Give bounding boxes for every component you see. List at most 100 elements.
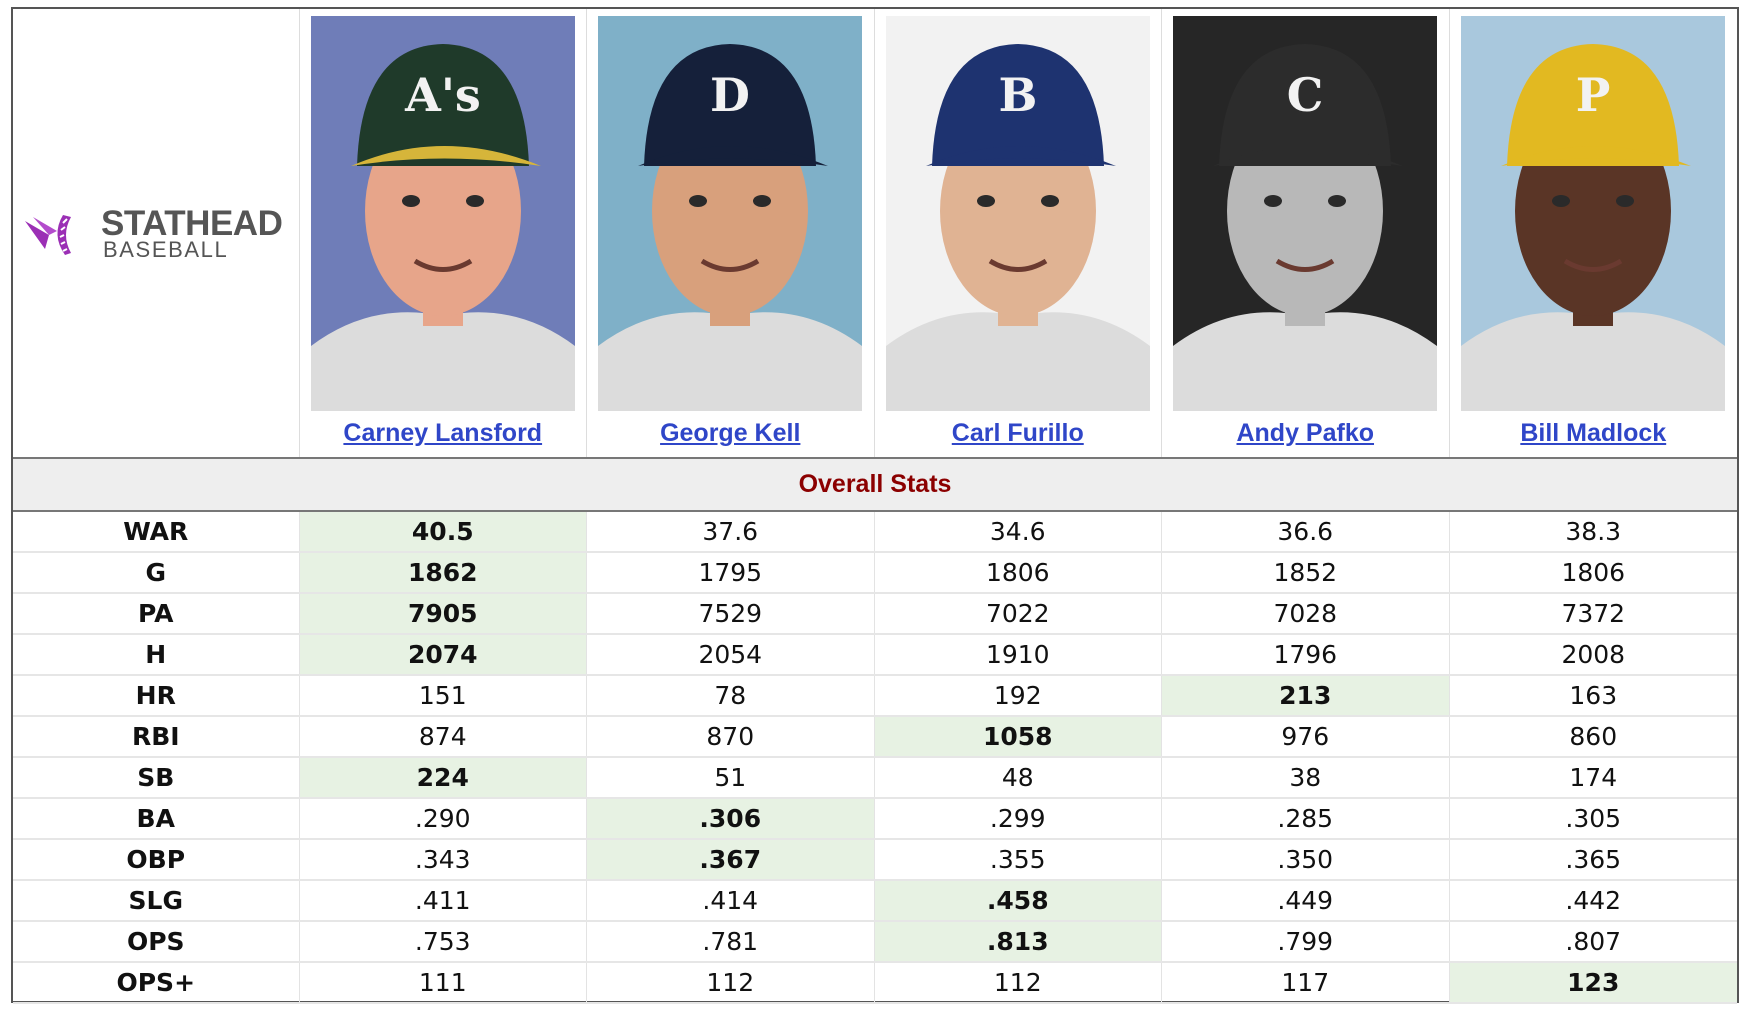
stat-value: 1796 <box>1162 635 1450 674</box>
svg-text:B: B <box>998 68 1037 122</box>
stat-value-best: .458 <box>874 881 1162 920</box>
stat-value: .355 <box>875 840 1162 879</box>
player-column-1: A's Carney Lansford <box>300 9 587 457</box>
player-name-link[interactable]: Carl Furillo <box>951 419 1084 447</box>
stat-label: H <box>13 635 300 674</box>
stat-row-ops: OPS .753.781.813.799 .807 <box>13 922 1737 963</box>
section-title: Overall Stats <box>13 457 1737 512</box>
stathead-logo[interactable]: STATHEAD BASEBALL <box>23 204 283 262</box>
stat-value: 38.3 <box>1565 517 1622 546</box>
stat-value-best: .306 <box>587 799 875 838</box>
stat-value: 1806 <box>875 553 1162 592</box>
stat-value: .305 <box>1565 804 1622 833</box>
stat-value: 7529 <box>587 594 875 633</box>
svg-text:P: P <box>1575 68 1610 122</box>
player-name-link[interactable]: Bill Madlock <box>1520 419 1667 447</box>
stat-row-hr: HR 151 78 192 213 163 <box>13 676 1737 717</box>
stat-value: 112 <box>875 963 1162 1002</box>
stat-value: .442 <box>1565 886 1622 915</box>
stat-value: .781 <box>587 922 875 961</box>
comparison-table: STATHEAD BASEBALL A's Carney Lansford D … <box>11 7 1739 1004</box>
stat-value: 163 <box>1569 681 1618 710</box>
stat-value-best: .813 <box>874 922 1162 961</box>
stat-value: 1910 <box>875 635 1162 674</box>
player-name-link[interactable]: George Kell <box>660 419 801 447</box>
stat-value-best: 1862 <box>299 553 587 592</box>
player-photo[interactable]: C <box>1173 16 1437 411</box>
stat-value: 870 <box>587 717 875 756</box>
stat-value: 78 <box>587 676 875 715</box>
svg-text:D: D <box>710 68 750 122</box>
stat-value: .411 <box>300 881 587 920</box>
stat-value: .753 <box>300 922 587 961</box>
player-column-3: B Carl Furillo <box>875 9 1162 457</box>
stat-value: 111 <box>300 963 587 1002</box>
player-column-2: D George Kell <box>587 9 875 457</box>
stat-value: 1795 <box>587 553 875 592</box>
stat-label: OPS+ <box>13 963 300 1002</box>
stat-value-best: 213 <box>1162 676 1450 715</box>
stat-value: .290 <box>300 799 587 838</box>
stat-value: .365 <box>1565 845 1622 874</box>
stat-row-war: WAR 40.5 37.6 34.6 36.6 38.3 <box>13 512 1737 553</box>
stat-value: 38 <box>1162 758 1450 797</box>
player-photo[interactable]: B <box>885 16 1150 411</box>
stat-label: OPS <box>13 922 300 961</box>
stat-row-pa: PA 7905 7529 7022 7028 7372 <box>13 594 1737 635</box>
stat-label: PA <box>13 594 300 633</box>
stat-value: .799 <box>1162 922 1450 961</box>
player-column-5: P Bill Madlock <box>1450 9 1738 457</box>
stat-value: 36.6 <box>1162 512 1450 551</box>
stat-value: 7022 <box>875 594 1162 633</box>
stat-value: .343 <box>300 840 587 879</box>
stat-value: .449 <box>1162 881 1450 920</box>
stat-label: BA <box>13 799 300 838</box>
player-header-row: STATHEAD BASEBALL A's Carney Lansford D … <box>13 9 1737 457</box>
stat-row-h: H 2074 2054 1910 1796 2008 <box>13 635 1737 676</box>
svg-text:A's: A's <box>404 68 481 122</box>
player-name-link[interactable]: Andy Pafko <box>1236 419 1375 447</box>
stat-value: 976 <box>1162 717 1450 756</box>
logo-brand-text: STATHEAD <box>101 204 283 243</box>
stat-value-best: 123 <box>1449 963 1737 1002</box>
logo-cell: STATHEAD BASEBALL <box>13 9 300 457</box>
player-photo[interactable]: A's <box>310 16 575 411</box>
stat-value: .299 <box>875 799 1162 838</box>
player-column-4: C Andy Pafko <box>1162 9 1450 457</box>
stat-value: 151 <box>300 676 587 715</box>
stat-row-rbi: RBI 874 870 1058 976 860 <box>13 717 1737 758</box>
stat-value-best: 2074 <box>299 635 587 674</box>
stat-value: 117 <box>1162 963 1450 1002</box>
stat-value: 2008 <box>1561 640 1626 669</box>
stats-table: WAR 40.5 37.6 34.6 36.6 38.3 G 1862 1795 1806 1852… <box>13 512 1737 1004</box>
stat-value-best: 40.5 <box>299 512 587 551</box>
stat-value: 1852 <box>1162 553 1450 592</box>
stat-value: 2054 <box>587 635 875 674</box>
stat-row-ops-plus: OPS+ 111 112 112 117 123 <box>13 963 1737 1004</box>
logo-sub-text: BASEBALL <box>103 237 229 262</box>
stat-value: 34.6 <box>875 512 1162 551</box>
stat-row-ba: BA .290.306.299.285 .305 <box>13 799 1737 840</box>
stat-value: 112 <box>587 963 875 1002</box>
svg-text:C: C <box>1287 68 1324 122</box>
player-name-link[interactable]: Carney Lansford <box>343 419 543 447</box>
stat-label: OBP <box>13 840 300 879</box>
stat-value-best: 224 <box>299 758 587 797</box>
stat-value-best: 7905 <box>299 594 587 633</box>
stat-value: 860 <box>1569 722 1618 751</box>
stat-label: RBI <box>13 717 300 756</box>
stat-value: 1806 <box>1561 558 1626 587</box>
stat-value: 874 <box>300 717 587 756</box>
player-photo[interactable]: D <box>598 16 862 411</box>
stat-value: .285 <box>1162 799 1450 838</box>
stat-value: .807 <box>1565 927 1622 956</box>
stat-row-g: G 1862 1795 1806 1852 1806 <box>13 553 1737 594</box>
stat-label: SB <box>13 758 300 797</box>
player-photo[interactable]: P <box>1460 16 1725 411</box>
stat-value: 7028 <box>1162 594 1450 633</box>
stat-value-best: 1058 <box>874 717 1162 756</box>
stat-row-obp: OBP .343.367.355.350 .365 <box>13 840 1737 881</box>
stat-label: HR <box>13 676 300 715</box>
stat-value: .414 <box>587 881 875 920</box>
stat-label: WAR <box>13 512 300 551</box>
